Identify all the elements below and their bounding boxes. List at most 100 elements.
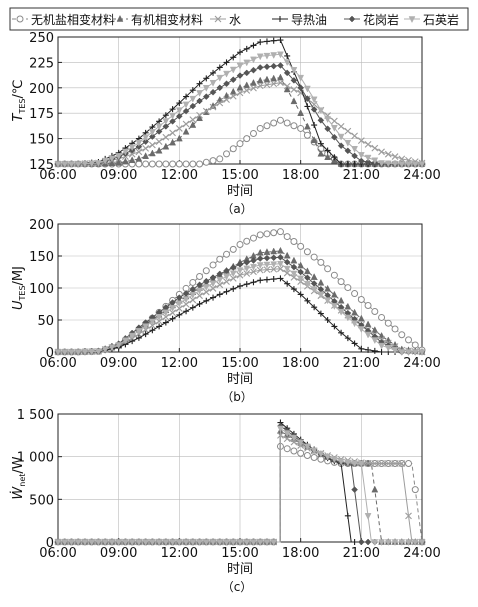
data-point-granite: [243, 259, 251, 266]
data-point-water: [290, 438, 298, 446]
data-point-oil: [176, 311, 183, 318]
data-point-org_pcm: [142, 152, 150, 159]
data-point-inorg_pcm: [270, 119, 278, 127]
data-point-quartzite: [290, 270, 298, 278]
data-point-quartzite: [182, 296, 190, 304]
data-point-granite: [169, 117, 176, 125]
data-point-org_pcm: [317, 149, 325, 157]
data-point-quartzite: [297, 439, 305, 447]
data-point-quartzite: [229, 66, 237, 74]
legend-item-inorg_pcm: 无机盐相变材料: [12, 12, 115, 27]
data-point-quartzite: [189, 539, 197, 547]
data-point-quartzite: [169, 539, 176, 547]
data-point-oil: [351, 161, 358, 167]
data-point-oil: [243, 45, 250, 52]
data-point-granite: [236, 260, 244, 268]
data-point-inorg_pcm: [303, 452, 311, 460]
data-point-quartzite: [351, 320, 358, 328]
data-point-quartzite: [324, 116, 332, 124]
data-point-quartzite: [182, 539, 190, 547]
legend-swatch-marker: [116, 14, 124, 22]
data-point-quartzite: [371, 539, 379, 547]
data-point-water: [209, 103, 217, 111]
data-point-granite: [189, 102, 197, 110]
data-point-org_pcm: [148, 149, 156, 157]
data-point-org_pcm: [283, 251, 291, 259]
legend-swatch-marker: [16, 15, 24, 23]
data-point-quartzite: [324, 453, 332, 461]
data-point-quartzite: [74, 161, 82, 169]
data-point-quartzite: [68, 349, 75, 357]
panel-label: （b）: [221, 390, 253, 404]
data-point-inorg_pcm: [209, 157, 217, 165]
data-point-quartzite: [337, 308, 345, 316]
data-point-org_pcm: [229, 87, 237, 95]
data-point-water: [175, 125, 183, 132]
data-point-granite: [229, 264, 237, 271]
data-point-granite: [317, 116, 325, 124]
data-point-oil: [331, 323, 338, 330]
data-point-water: [256, 266, 264, 274]
x-tick-label: 18:00: [282, 546, 319, 561]
data-point-quartzite: [142, 323, 150, 331]
data-point-inorg_pcm: [256, 231, 264, 239]
data-point-org_pcm: [371, 326, 379, 333]
data-point-oil: [351, 539, 358, 545]
data-point-quartzite: [61, 349, 69, 357]
data-point-quartzite: [290, 434, 298, 442]
data-point-quartzite: [270, 52, 278, 60]
data-point-org_pcm: [283, 85, 291, 93]
data-point-quartzite: [155, 539, 163, 547]
data-point-oil: [230, 285, 237, 292]
data-point-inorg_pcm: [283, 119, 291, 127]
y-tick-label: 200: [29, 82, 54, 97]
data-point-water: [223, 96, 230, 104]
data-point-quartzite: [189, 95, 197, 103]
data-point-oil: [304, 103, 311, 110]
data-point-quartzite: [371, 157, 379, 165]
y-axis-label-symbol: Ẇ: [10, 486, 26, 500]
data-point-quartzite: [351, 460, 358, 468]
data-point-quartzite: [384, 160, 392, 168]
data-point-quartzite: [61, 161, 69, 169]
data-point-granite: [331, 133, 338, 141]
data-point-oil: [324, 317, 331, 323]
data-point-inorg_pcm: [169, 160, 177, 168]
data-point-granite: [364, 538, 372, 546]
data-point-quartzite: [175, 300, 183, 308]
data-point-oil: [196, 80, 203, 87]
data-point-org_pcm: [243, 81, 251, 89]
data-point-quartzite: [411, 349, 419, 357]
data-point-org_pcm: [297, 261, 305, 269]
data-point-granite: [209, 88, 217, 96]
data-point-water: [216, 281, 224, 289]
data-point-quartzite: [411, 161, 419, 169]
data-point-quartzite: [88, 348, 96, 356]
data-point-org_pcm: [175, 134, 183, 142]
data-point-quartzite: [357, 152, 365, 159]
data-point-oil: [169, 315, 176, 322]
y-axis-label-unit: /MJ: [11, 266, 26, 285]
data-point-oil: [210, 69, 217, 76]
data-point-inorg_pcm: [344, 284, 352, 292]
data-point-water: [236, 89, 244, 97]
legend-frame: [9, 7, 469, 31]
series-quartzite: [54, 51, 426, 169]
data-point-oil: [169, 106, 176, 113]
data-point-quartzite: [378, 539, 385, 547]
data-point-oil: [257, 277, 264, 284]
data-point-org_pcm: [263, 248, 271, 255]
data-point-quartzite: [95, 348, 102, 356]
data-point-quartzite: [95, 160, 102, 168]
data-point-org_pcm: [317, 278, 325, 286]
data-point-granite: [209, 274, 217, 281]
data-point-quartzite: [405, 349, 412, 357]
data-point-granite: [229, 76, 237, 84]
data-point-quartzite: [357, 460, 365, 468]
data-point-oil: [371, 347, 378, 354]
data-point-water: [243, 87, 251, 94]
x-tick-label: 21:00: [343, 546, 380, 561]
data-point-oil: [162, 112, 169, 119]
x-tick-label: 21:00: [343, 356, 380, 371]
data-point-inorg_pcm: [290, 447, 298, 455]
